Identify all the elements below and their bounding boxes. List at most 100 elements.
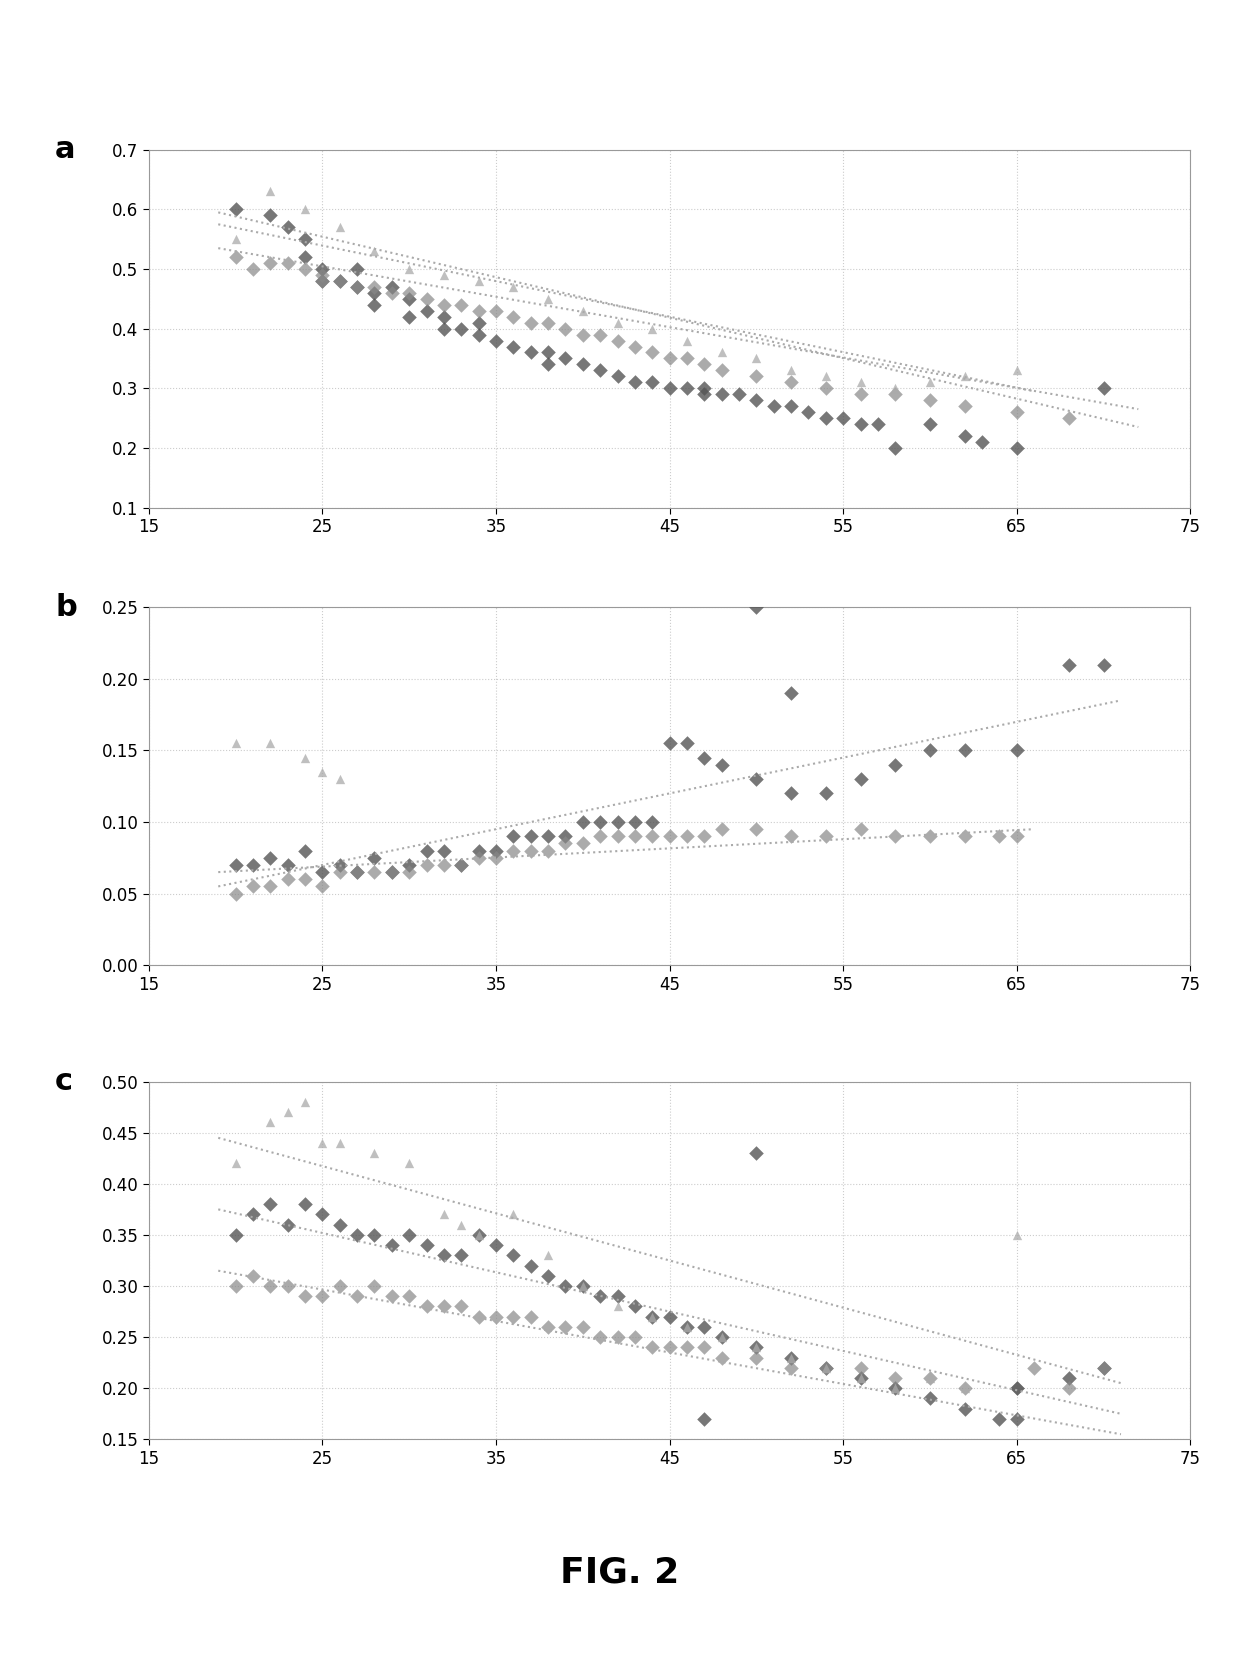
- Point: [1094, 374, 1114, 401]
- Point: [573, 1313, 593, 1340]
- Point: [642, 314, 662, 341]
- Point: [330, 859, 350, 885]
- Point: [955, 423, 975, 449]
- Point: [347, 1221, 367, 1248]
- Point: [712, 1345, 732, 1371]
- Point: [295, 243, 315, 270]
- Point: [746, 765, 766, 792]
- Point: [660, 1303, 680, 1330]
- Point: [625, 1325, 645, 1351]
- Point: [330, 765, 350, 792]
- Point: [642, 1303, 662, 1330]
- Point: [955, 737, 975, 764]
- Point: [399, 256, 419, 283]
- Point: [573, 809, 593, 835]
- Point: [382, 1283, 402, 1310]
- Point: [243, 1201, 263, 1228]
- Point: [365, 859, 384, 885]
- Point: [955, 1396, 975, 1423]
- Point: [851, 1364, 870, 1391]
- Point: [365, 238, 384, 265]
- Point: [885, 824, 905, 850]
- Text: FIG. 2: FIG. 2: [560, 1556, 680, 1589]
- Point: [278, 1098, 298, 1125]
- Point: [816, 363, 836, 389]
- Point: [260, 178, 280, 205]
- Point: [260, 874, 280, 900]
- Point: [260, 1110, 280, 1137]
- Point: [816, 1354, 836, 1381]
- Point: [417, 286, 436, 313]
- Point: [694, 351, 714, 378]
- Point: [677, 1335, 697, 1361]
- Point: [694, 744, 714, 770]
- Point: [712, 358, 732, 384]
- Point: [746, 344, 766, 371]
- Point: [434, 852, 454, 879]
- Point: [434, 837, 454, 864]
- Point: [799, 399, 818, 426]
- Point: [243, 874, 263, 900]
- Point: [295, 865, 315, 892]
- Point: [278, 250, 298, 276]
- Point: [1094, 1354, 1114, 1381]
- Point: [920, 1364, 940, 1391]
- Point: [469, 298, 489, 324]
- Point: [312, 261, 332, 288]
- Point: [746, 1335, 766, 1361]
- Point: [590, 809, 610, 835]
- Point: [694, 374, 714, 401]
- Point: [608, 363, 627, 389]
- Point: [260, 1191, 280, 1218]
- Point: [851, 1354, 870, 1381]
- Point: [469, 837, 489, 864]
- Point: [503, 273, 523, 300]
- Point: [660, 730, 680, 757]
- Text: a: a: [55, 135, 76, 165]
- Point: [347, 273, 367, 300]
- Point: [642, 1335, 662, 1361]
- Point: [330, 1211, 350, 1238]
- Point: [781, 1354, 801, 1381]
- Point: [781, 369, 801, 396]
- Point: [955, 393, 975, 419]
- Point: [226, 196, 246, 223]
- Point: [885, 374, 905, 401]
- Point: [1007, 824, 1027, 850]
- Point: [469, 844, 489, 870]
- Point: [920, 737, 940, 764]
- Point: [451, 1211, 471, 1238]
- Point: [278, 852, 298, 879]
- Point: [677, 328, 697, 354]
- Point: [851, 765, 870, 792]
- Point: [851, 381, 870, 408]
- Point: [382, 280, 402, 306]
- Point: [347, 859, 367, 885]
- Point: [226, 852, 246, 879]
- Point: [417, 298, 436, 324]
- Point: [660, 374, 680, 401]
- Point: [625, 824, 645, 850]
- Point: [278, 865, 298, 892]
- Point: [295, 744, 315, 770]
- Point: [434, 314, 454, 341]
- Point: [712, 752, 732, 779]
- Point: [312, 1201, 332, 1228]
- Point: [521, 1303, 541, 1330]
- Point: [347, 256, 367, 283]
- Point: [816, 1354, 836, 1381]
- Point: [833, 404, 853, 431]
- Point: [486, 837, 506, 864]
- Point: [278, 1273, 298, 1300]
- Point: [642, 1303, 662, 1330]
- Point: [226, 1273, 246, 1300]
- Point: [312, 759, 332, 785]
- Point: [260, 250, 280, 276]
- Point: [469, 1221, 489, 1248]
- Point: [885, 381, 905, 408]
- Point: [538, 286, 558, 313]
- Point: [503, 1241, 523, 1268]
- Point: [469, 268, 489, 295]
- Point: [1007, 1374, 1027, 1401]
- Point: [625, 333, 645, 359]
